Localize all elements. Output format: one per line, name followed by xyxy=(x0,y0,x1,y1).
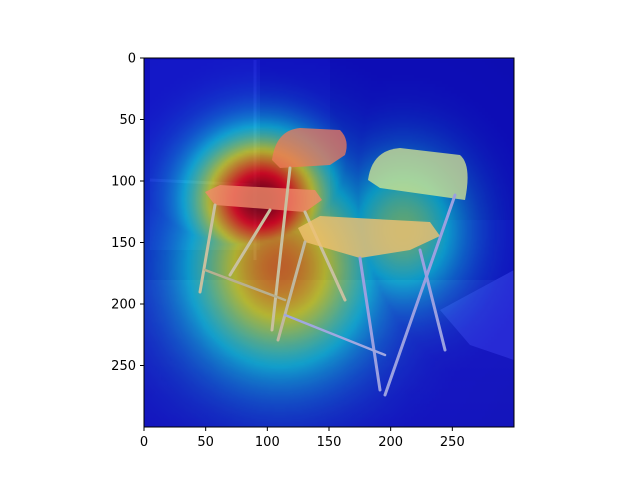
y-axis: 0 50 100 150 200 250 xyxy=(111,52,144,374)
x-tick-label: 250 xyxy=(440,435,465,450)
scene-chairs xyxy=(198,128,468,397)
left-chair-seat xyxy=(205,185,322,212)
y-tick-label: 250 xyxy=(111,359,136,374)
left-chair-rail xyxy=(203,268,287,302)
y-tick-label: 150 xyxy=(111,236,136,251)
x-tick-label: 150 xyxy=(317,435,342,450)
x-tick-label: 100 xyxy=(255,435,280,450)
right-chair-leg xyxy=(358,256,382,392)
left-chair-back xyxy=(272,128,347,168)
y-tick-label: 100 xyxy=(111,175,136,190)
y-tick-label: 200 xyxy=(111,298,136,313)
right-chair-seat xyxy=(298,216,440,258)
x-tick-label: 0 xyxy=(140,435,148,450)
plot-area xyxy=(144,58,514,427)
right-chair-back xyxy=(368,148,468,200)
left-chair-leg xyxy=(270,166,292,332)
right-chair-leg xyxy=(276,240,307,342)
left-chair-leg xyxy=(228,208,272,277)
x-tick-label: 200 xyxy=(378,435,403,450)
y-tick-label: 0 xyxy=(128,52,136,67)
right-chair-rail xyxy=(283,313,387,357)
x-axis: 0 50 100 150 200 250 xyxy=(140,427,465,450)
right-chair-leg xyxy=(418,248,447,352)
right-chair-leg xyxy=(383,193,457,397)
y-tick-label: 50 xyxy=(119,113,136,128)
x-tick-label: 50 xyxy=(197,435,214,450)
left-chair-leg xyxy=(198,203,217,294)
